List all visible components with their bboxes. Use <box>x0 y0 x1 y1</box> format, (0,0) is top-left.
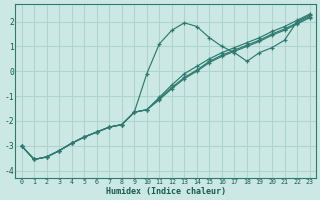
X-axis label: Humidex (Indice chaleur): Humidex (Indice chaleur) <box>106 187 226 196</box>
